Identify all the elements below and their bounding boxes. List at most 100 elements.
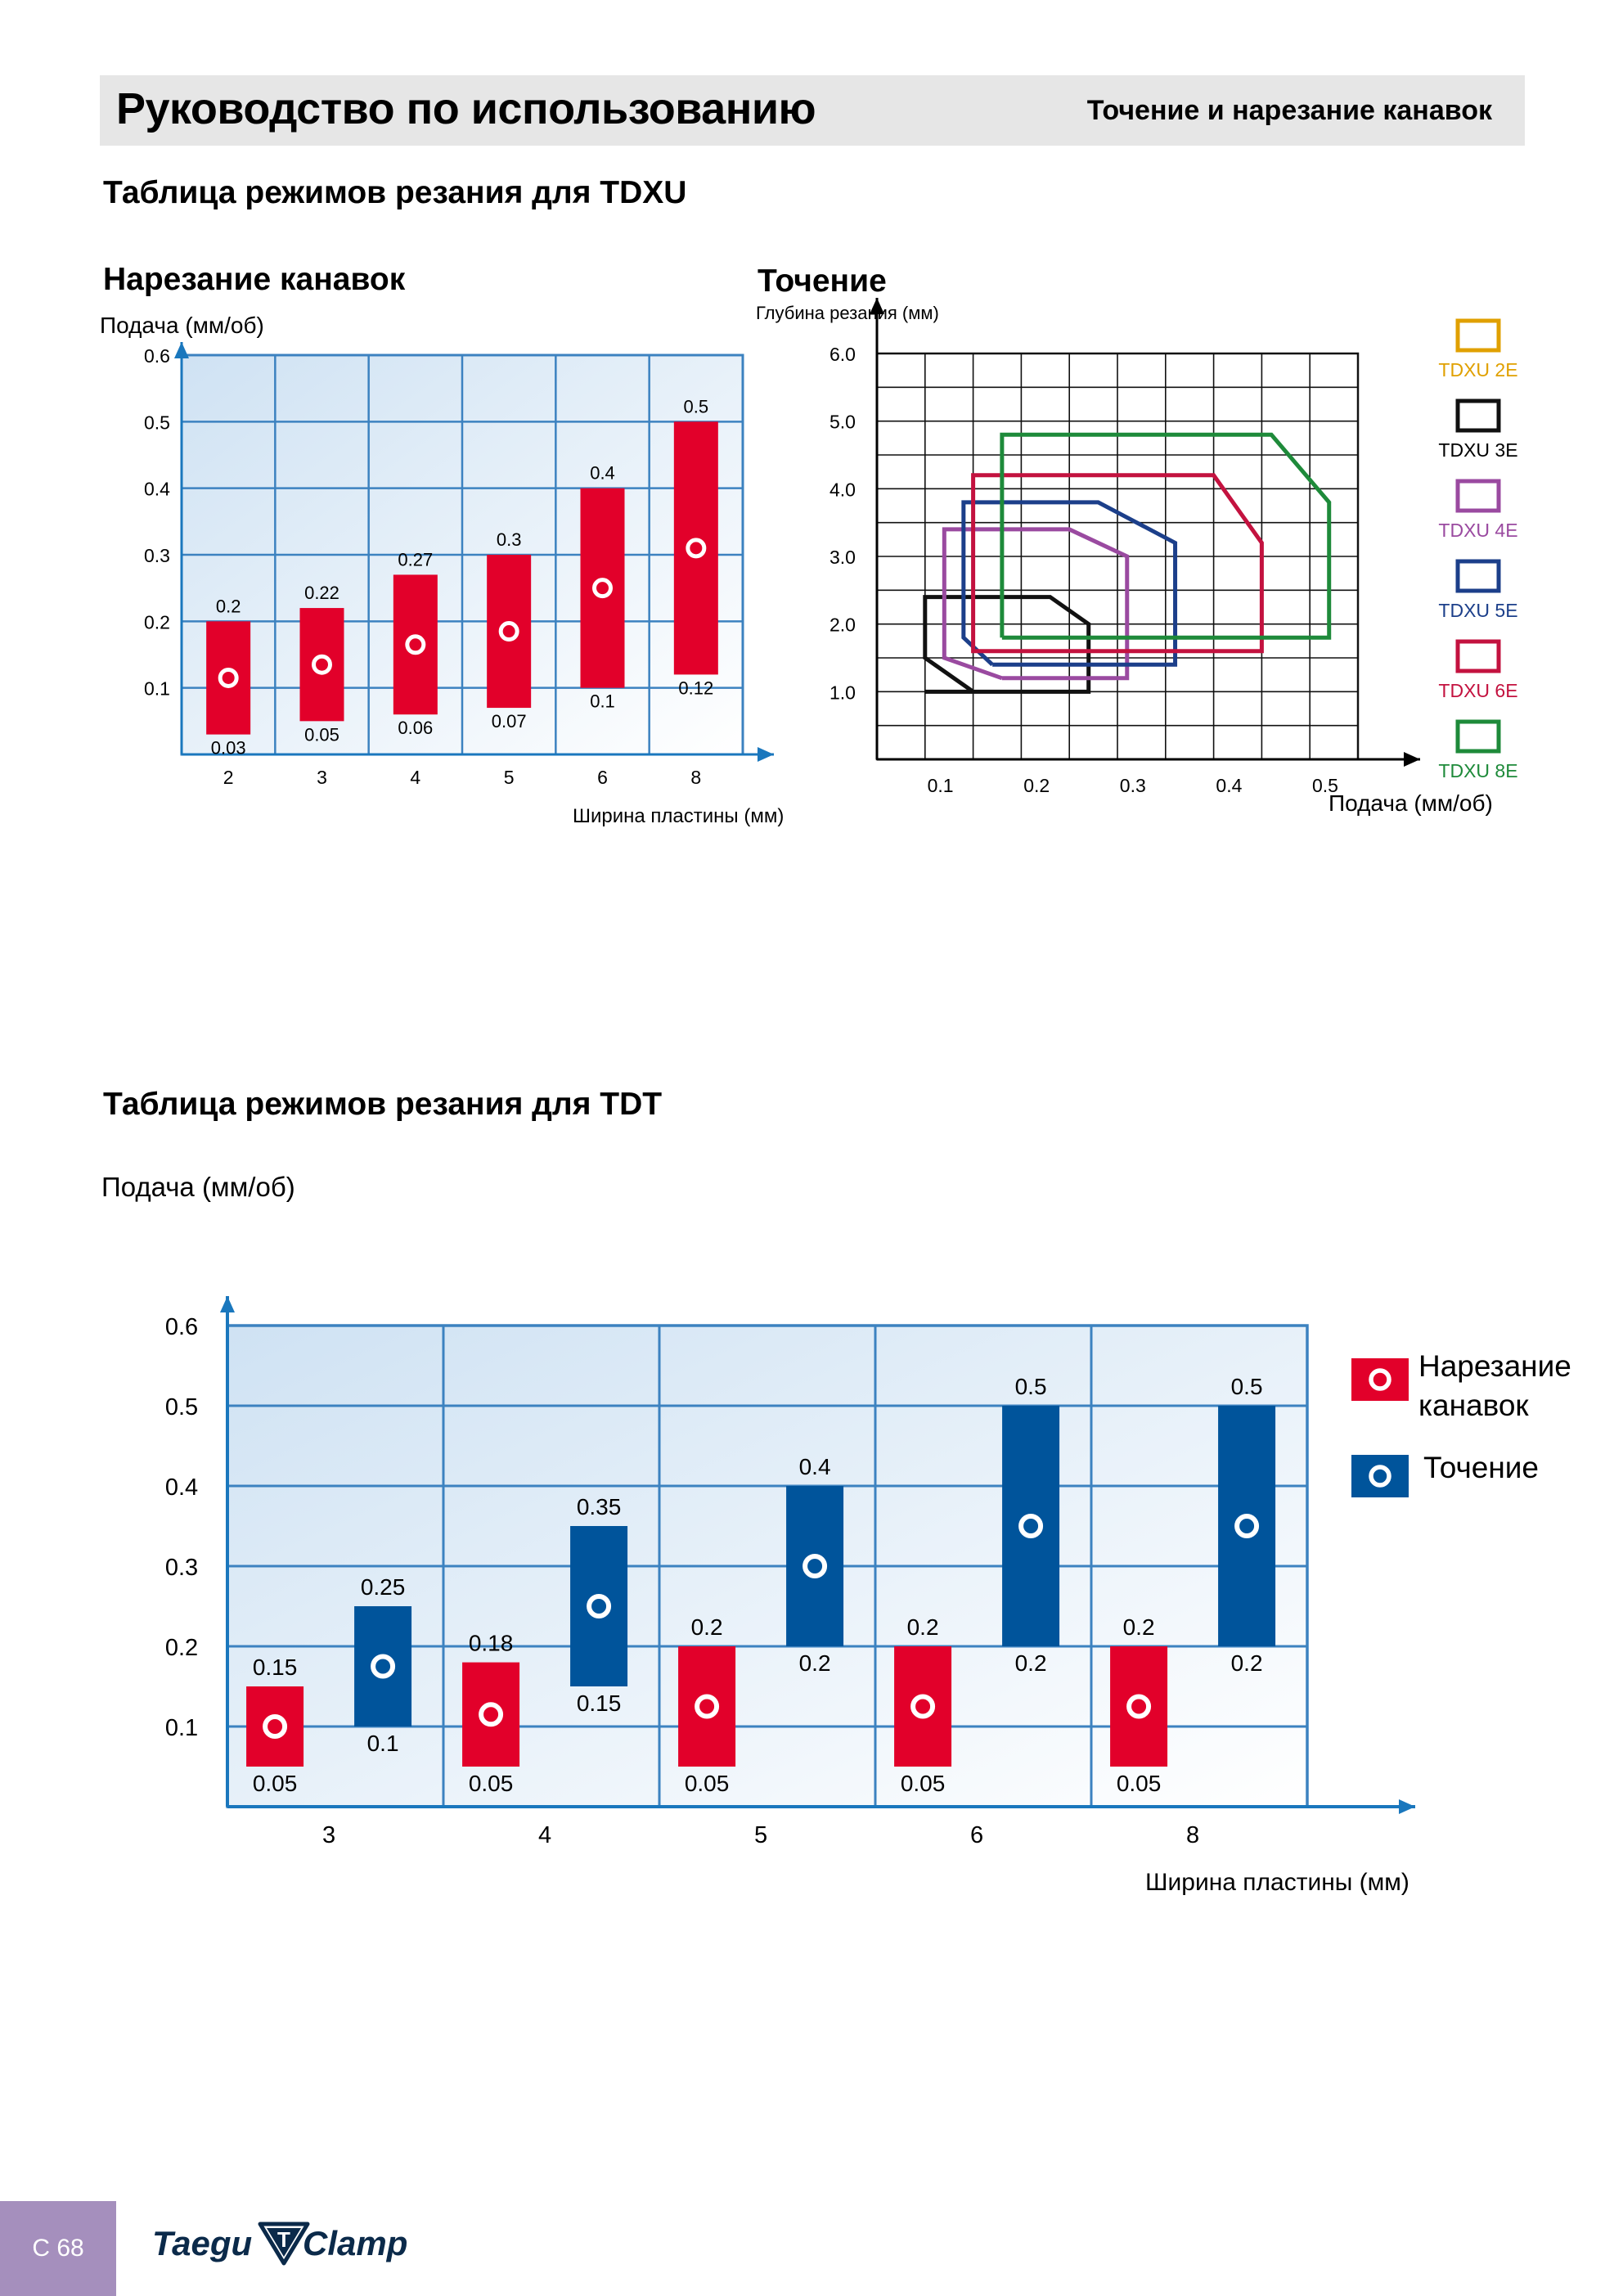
turning-x-axis-title: Подача (мм/об) xyxy=(1329,790,1493,816)
x-tick-label: 0.4 xyxy=(1216,775,1242,796)
y-axis-head xyxy=(870,298,884,314)
legend-label: TDXU 3E xyxy=(1438,439,1517,461)
x-tick-label: 0.1 xyxy=(928,775,954,796)
turning-range-bar xyxy=(1218,1406,1276,1646)
tdt-section-heading: Таблица режимов резания для TDT xyxy=(103,1087,663,1122)
y-tick-label: 5.0 xyxy=(829,412,856,433)
x-tick-label: 3 xyxy=(322,1822,335,1848)
legend-swatch xyxy=(1455,398,1501,433)
bar-high-label: 0.2 xyxy=(691,1614,723,1640)
y-tick-label: 0.6 xyxy=(165,1314,198,1340)
legend-marker xyxy=(1369,1368,1391,1391)
range-bar xyxy=(393,574,438,715)
range-bar xyxy=(487,555,532,709)
legend-label: TDXU 2E xyxy=(1438,359,1517,380)
range-bar xyxy=(673,421,718,675)
bar-high-label: 0.2 xyxy=(907,1614,939,1640)
tdt-x-axis-title: Ширина пластины (мм) xyxy=(1145,1869,1409,1896)
turning-range-bar xyxy=(570,1526,628,1686)
y-tick-label: 0.4 xyxy=(144,479,170,500)
bar-low-label: 0.2 xyxy=(1231,1650,1263,1676)
bar-midpoint-marker xyxy=(263,1714,288,1739)
brand-part2: Clamp xyxy=(303,2224,407,2262)
range-bar xyxy=(299,608,344,722)
bar-low-label: 0.05 xyxy=(685,1771,730,1796)
bar-high-label: 0.27 xyxy=(398,549,433,569)
bar-midpoint-marker xyxy=(405,634,426,655)
legend-swatch xyxy=(1455,719,1501,754)
grooving-range-bar xyxy=(1110,1646,1168,1767)
bar-low-label: 0.05 xyxy=(469,1771,514,1796)
y-tick-label: 1.0 xyxy=(829,682,856,703)
region-outline xyxy=(1000,432,1332,640)
y-tick-label: 0.4 xyxy=(165,1474,198,1501)
brand-part1: Taegu xyxy=(152,2224,252,2262)
grooving-range-bar xyxy=(678,1646,736,1767)
region-outline xyxy=(942,527,1130,681)
region-outline xyxy=(923,595,1091,694)
legend-label-grooving: Нарезание канавок xyxy=(1418,1349,1571,1422)
turning-range-bar xyxy=(786,1486,844,1646)
bar-high-label: 0.5 xyxy=(684,396,709,416)
legend-swatch xyxy=(1455,479,1501,513)
bar-low-label: 0.1 xyxy=(367,1731,399,1756)
legend-label-line: Нарезание xyxy=(1418,1349,1571,1383)
bar-high-label: 0.22 xyxy=(304,583,339,603)
bar-high-label: 0.2 xyxy=(1123,1614,1155,1640)
x-tick-label: 5 xyxy=(754,1822,767,1848)
bar-high-label: 0.25 xyxy=(361,1574,406,1600)
bar-midpoint-marker xyxy=(479,1702,504,1727)
tdxu-turning-chart: 1.0 2.0 3.0 4.0 5.0 6.0 0.1 0.2 0.3 0.4 0.5 TDXU 2E… xyxy=(829,298,1518,796)
bar-midpoint-marker xyxy=(910,1694,936,1719)
bar-midpoint-marker xyxy=(1126,1694,1152,1719)
x-tick-label: 0.3 xyxy=(1120,775,1146,796)
bar-high-label: 0.2 xyxy=(216,596,241,616)
bar-midpoint-marker xyxy=(587,1594,612,1618)
turning-y-axis-title: Глубина резания (мм) xyxy=(756,303,939,323)
page-subtitle: Точение и нарезание канавок xyxy=(1086,95,1492,126)
range-bar xyxy=(580,488,625,688)
bar-low-label: 0.15 xyxy=(577,1690,622,1716)
bar-high-label: 0.15 xyxy=(253,1654,298,1680)
bar-high-label: 0.5 xyxy=(1015,1374,1047,1399)
grooving-x-axis-title: Ширина пластины (мм) xyxy=(573,805,785,827)
y-tick-label: 0.2 xyxy=(165,1635,198,1661)
y-tick-label: 0.2 xyxy=(144,611,170,633)
y-tick-label: 0.6 xyxy=(144,345,170,367)
bar-midpoint-marker xyxy=(686,538,707,559)
x-tick-label: 0.2 xyxy=(1023,775,1050,796)
bar-low-label: 0.2 xyxy=(1015,1650,1047,1676)
y-tick-label: 0.3 xyxy=(144,545,170,566)
legend-label: TDXU 5E xyxy=(1438,600,1517,621)
bar-midpoint-marker xyxy=(371,1654,396,1679)
tdt-y-axis-title: Подача (мм/об) xyxy=(101,1172,295,1202)
x-tick-label: 0.5 xyxy=(1312,775,1338,796)
bar-low-label: 0.05 xyxy=(253,1771,298,1796)
bar-midpoint-marker xyxy=(218,667,239,688)
tdxu-section-heading: Таблица режимов резания для TDXU xyxy=(103,175,687,210)
x-tick-label: 6 xyxy=(970,1822,983,1848)
x-tick-label: 5 xyxy=(504,767,515,788)
legend-label: TDXU 8E xyxy=(1438,760,1517,781)
y-tick-label: 0.1 xyxy=(144,678,170,700)
bar-midpoint-marker xyxy=(1234,1514,1260,1538)
legend-swatch xyxy=(1455,639,1501,673)
brand-logo: Taegu T Clamp xyxy=(152,2222,407,2266)
legend-label-turning: Точение xyxy=(1423,1451,1539,1484)
legend-label: TDXU 4E xyxy=(1438,520,1517,541)
bar-low-label: 0.03 xyxy=(211,738,246,759)
grooving-chart-title: Нарезание канавок xyxy=(103,262,406,297)
bar-high-label: 0.4 xyxy=(799,1454,831,1479)
x-axis-head xyxy=(1399,1799,1415,1814)
bar-low-label: 0.05 xyxy=(1117,1771,1162,1796)
bar-low-label: 0.1 xyxy=(590,691,615,712)
bar-midpoint-marker xyxy=(312,654,332,675)
y-tick-label: 0.5 xyxy=(144,412,170,433)
turning-chart-title: Точение xyxy=(758,263,887,299)
legend-swatch xyxy=(1351,1358,1409,1401)
x-tick-label: 4 xyxy=(538,1822,551,1848)
grooving-range-bar xyxy=(462,1662,520,1767)
legend-swatch xyxy=(1455,559,1501,593)
brand-mark: T xyxy=(277,2227,290,2252)
bar-high-label: 0.4 xyxy=(590,463,615,484)
